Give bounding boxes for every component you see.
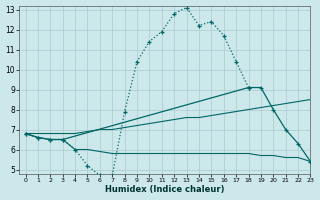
X-axis label: Humidex (Indice chaleur): Humidex (Indice chaleur) [105,185,225,194]
